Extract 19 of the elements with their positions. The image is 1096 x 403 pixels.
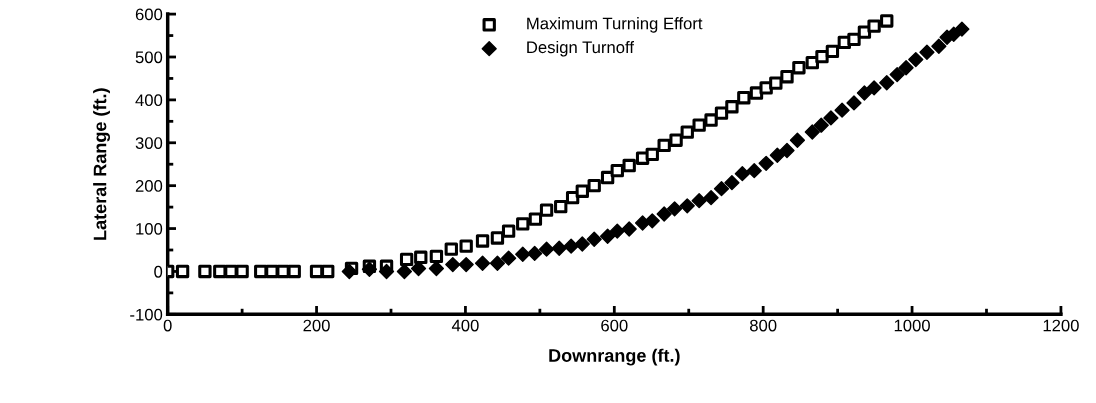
y-tick-label: -100 <box>130 308 163 321</box>
y-tick-label: 500 <box>135 51 163 64</box>
legend-label: Maximum Turning Effort <box>527 17 703 33</box>
x-tick-label: 800 <box>750 319 777 332</box>
x-tick-label: 200 <box>303 319 330 332</box>
x-tick-label: 600 <box>601 319 628 332</box>
y-tick-label: 300 <box>135 137 163 149</box>
y-tick-label: 200 <box>135 180 163 192</box>
y-tick-label: 400 <box>135 94 163 107</box>
x-tick-label: 1000 <box>894 319 930 332</box>
y-tick-label: 600 <box>135 8 163 21</box>
x-tick-label: 400 <box>451 319 479 332</box>
y-tick-label: 100 <box>136 222 163 235</box>
x-tick-label: 0 <box>163 319 172 332</box>
x-tick-label: 1200 <box>1043 319 1079 332</box>
y-tick-label: 0 <box>154 265 163 278</box>
y-axis-title: Lateral Range (ft.) <box>93 88 111 240</box>
x-axis-title: Downrange (ft.) <box>549 348 680 366</box>
legend-label: Design Turnoff <box>527 40 634 57</box>
